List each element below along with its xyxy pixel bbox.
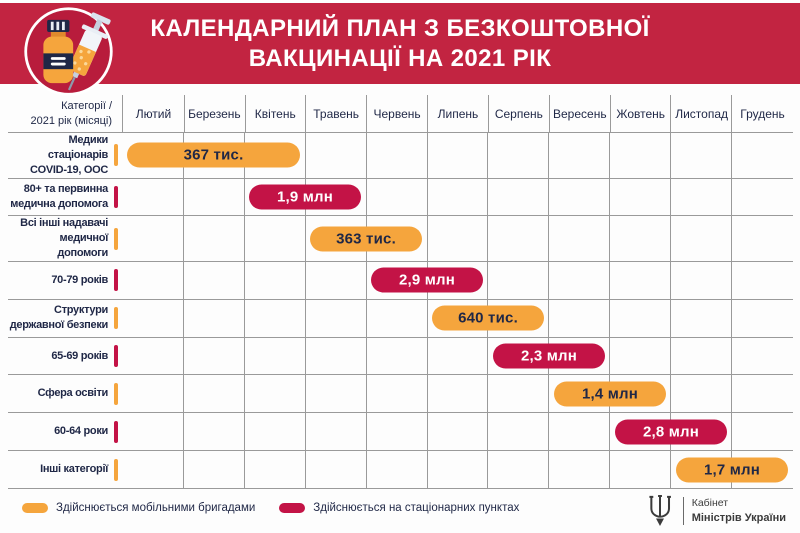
row-label: Інші категорії bbox=[40, 463, 108, 476]
table-row: 60-64 роки 2,8 млн bbox=[8, 413, 793, 452]
row-label-cell: 70-79 років bbox=[8, 262, 122, 299]
row-bar-area: 2,9 млн bbox=[122, 261, 793, 299]
row-tick bbox=[114, 307, 118, 330]
row-bar-area: 640 тис. bbox=[122, 299, 793, 337]
footer-logo: Кабінет Міністрів України bbox=[645, 494, 786, 528]
month-header: Грудень bbox=[740, 106, 785, 121]
month-header: Травень bbox=[313, 106, 360, 121]
row-label-cell: Всі інші надавачі медичної допомоги bbox=[8, 216, 122, 261]
table-row: Інші категорії 1,7 млн bbox=[8, 451, 793, 489]
table-row: Структури державної безпеки 640 тис. bbox=[8, 299, 793, 338]
row-tick bbox=[114, 345, 118, 368]
gantt-bar: 2,8 млн bbox=[615, 419, 727, 445]
vaccine-icon-svg bbox=[24, 7, 113, 96]
legend-item-mobile: Здійснюється мобільними бригадами bbox=[22, 502, 255, 514]
month-header: Листопад bbox=[675, 106, 728, 121]
vaccine-vial-syringe-icon bbox=[22, 5, 115, 98]
month-header: Лютий bbox=[135, 106, 172, 121]
vial-icon bbox=[43, 19, 74, 84]
gantt-bar: 363 тис. bbox=[310, 226, 422, 252]
row-bar-area: 1,4 млн bbox=[122, 375, 793, 413]
row-bar-area: 1,7 млн bbox=[122, 451, 793, 488]
logo-text: Кабінет Міністрів України bbox=[692, 497, 786, 525]
table-header-row: Категорії / 2021 рік (місяці) Лютий Бере… bbox=[8, 95, 793, 133]
row-label-cell: Медики стаціонарів COVID-19, ООС bbox=[8, 133, 122, 178]
tryzub-trident-icon bbox=[649, 494, 671, 526]
row-label-cell: Сфера освіти bbox=[8, 375, 122, 412]
row-bar-area: 2,8 млн bbox=[122, 413, 793, 451]
syringe-icon bbox=[67, 12, 111, 91]
row-label: Сфера освіти bbox=[37, 387, 109, 400]
row-tick bbox=[114, 185, 118, 208]
row-label-cell: 80+ та первинна медична допомога bbox=[8, 179, 122, 216]
month-header: Липень bbox=[437, 106, 479, 121]
row-bar-area: 2,3 млн bbox=[122, 337, 793, 375]
legend-item-stationary: Здійснюється на стаціонарних пунктах bbox=[279, 502, 519, 514]
row-label: 80+ та первинна медична допомога bbox=[10, 183, 108, 210]
row-label: Структури державної безпеки bbox=[9, 304, 109, 332]
header-banner: КАЛЕНДАРНИЙ ПЛАН З БЕЗКОШТОВНОЇ ВАКЦИНАЦ… bbox=[0, 3, 800, 84]
row-label: 60-64 роки bbox=[54, 425, 108, 438]
row-label: 70-79 років bbox=[51, 273, 108, 286]
month-header: Вересень bbox=[553, 106, 607, 121]
gantt-bar: 1,9 млн bbox=[249, 184, 361, 210]
row-label: Медики стаціонарів COVID-19, ООС bbox=[29, 134, 108, 176]
logo-divider bbox=[682, 497, 684, 525]
gantt-bar: 367 тис. bbox=[127, 142, 300, 168]
legend-label: Здійснюється мобільними бригадами bbox=[56, 502, 256, 514]
legend: Здійснюється мобільними бригадами Здійсн… bbox=[22, 502, 519, 514]
month-header: Квітень bbox=[254, 106, 296, 121]
gantt-bar: 2,3 млн bbox=[493, 343, 605, 369]
gantt-bar: 640 тис. bbox=[432, 305, 544, 331]
row-tick bbox=[114, 269, 118, 292]
gantt-bar: 1,7 млн bbox=[676, 457, 788, 483]
corner-header-cell: Категорії / 2021 рік (місяці) bbox=[8, 95, 122, 132]
table-row: Медики стаціонарів COVID-19, ООС 367 тис… bbox=[8, 133, 793, 179]
gantt-bar: 2,9 млн bbox=[371, 267, 483, 293]
row-tick bbox=[114, 420, 118, 443]
row-label-cell: Структури державної безпеки bbox=[8, 300, 122, 337]
page-title: КАЛЕНДАРНИЙ ПЛАН З БЕЗКОШТОВНОЇ ВАКЦИНАЦ… bbox=[150, 14, 650, 72]
row-label-cell: 65-69 років bbox=[8, 338, 122, 375]
legend-label: Здійснюється на стаціонарних пунктах bbox=[313, 502, 520, 514]
month-header-strip: Лютий Березень Квітень Травень Червень Л… bbox=[122, 95, 793, 132]
table-row: Сфера освіти 1,4 млн bbox=[8, 375, 793, 414]
row-label-cell: 60-64 роки bbox=[8, 413, 122, 450]
row-tick bbox=[114, 458, 118, 481]
row-label-cell: Інші категорії bbox=[8, 451, 122, 488]
row-bar-area: 1,9 млн bbox=[122, 178, 793, 216]
footer: Здійснюється мобільними бригадами Здійсн… bbox=[0, 489, 800, 533]
row-tick bbox=[114, 144, 118, 167]
table-row: 70-79 років 2,9 млн bbox=[8, 261, 793, 300]
table-row: 65-69 років 2,3 млн bbox=[8, 337, 793, 376]
month-header: Березень bbox=[188, 106, 241, 121]
logo-line2: Міністрів України bbox=[691, 511, 786, 524]
table-row: 80+ та первинна медична допомога 1,9 млн bbox=[8, 178, 793, 217]
row-label: 65-69 років bbox=[51, 349, 108, 362]
row-bar-area: 363 тис. bbox=[122, 216, 793, 261]
legend-swatch-crimson bbox=[279, 503, 306, 513]
corner-header: Категорії / 2021 рік (місяці) bbox=[30, 100, 113, 127]
gantt-bar: 1,4 млн bbox=[554, 381, 666, 407]
month-header: Жовтень bbox=[616, 106, 666, 121]
row-label: Всі інші надавачі медичної допомоги bbox=[20, 217, 108, 260]
logo-line1: Кабінет bbox=[691, 497, 729, 510]
legend-swatch-orange bbox=[22, 503, 48, 513]
table-row: Всі інші надавачі медичної допомоги 363 … bbox=[8, 216, 793, 262]
row-bar-area: 367 тис. bbox=[122, 133, 793, 178]
month-header: Серпень bbox=[494, 106, 543, 121]
gantt-table: Категорії / 2021 рік (місяці) Лютий Бере… bbox=[8, 95, 793, 489]
row-tick bbox=[114, 227, 118, 250]
month-header: Червень bbox=[373, 106, 421, 121]
row-tick bbox=[114, 382, 118, 405]
